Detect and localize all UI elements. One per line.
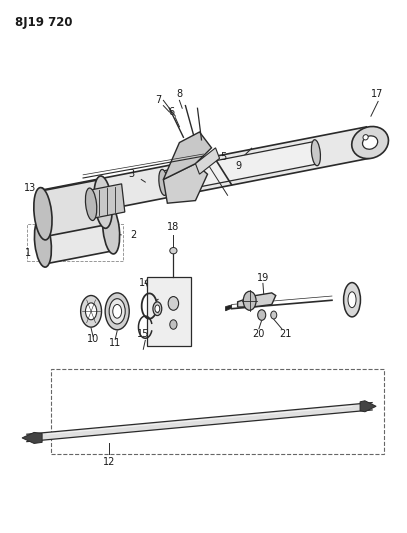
Text: 3: 3: [128, 169, 134, 179]
Text: 15: 15: [137, 329, 149, 339]
Polygon shape: [147, 277, 191, 345]
Polygon shape: [195, 148, 219, 174]
Ellipse shape: [103, 205, 120, 254]
Polygon shape: [162, 141, 317, 193]
Ellipse shape: [344, 282, 361, 317]
Polygon shape: [238, 293, 276, 307]
Ellipse shape: [37, 188, 49, 224]
Ellipse shape: [34, 188, 52, 240]
Ellipse shape: [271, 311, 277, 319]
Polygon shape: [163, 132, 212, 180]
Ellipse shape: [363, 136, 378, 149]
Text: 4: 4: [196, 140, 202, 150]
Text: 9: 9: [235, 161, 241, 171]
Polygon shape: [40, 180, 106, 237]
Text: 14: 14: [139, 278, 151, 288]
Ellipse shape: [311, 140, 320, 166]
Polygon shape: [163, 164, 208, 203]
Text: 13: 13: [24, 183, 36, 193]
Ellipse shape: [363, 135, 368, 140]
Ellipse shape: [109, 298, 125, 324]
Ellipse shape: [243, 292, 256, 310]
Ellipse shape: [170, 247, 177, 254]
Ellipse shape: [113, 304, 122, 318]
Ellipse shape: [85, 188, 97, 221]
Ellipse shape: [348, 292, 356, 308]
Text: 19: 19: [257, 273, 269, 283]
Ellipse shape: [159, 169, 168, 196]
Polygon shape: [41, 208, 114, 264]
Text: 18: 18: [167, 222, 179, 232]
Text: 20: 20: [252, 329, 264, 339]
Ellipse shape: [155, 305, 160, 312]
Polygon shape: [27, 402, 372, 442]
Text: 5: 5: [221, 152, 227, 162]
Ellipse shape: [258, 310, 266, 320]
Polygon shape: [41, 127, 370, 222]
Text: 12: 12: [103, 457, 115, 467]
Text: 8J19 720: 8J19 720: [15, 16, 72, 29]
Polygon shape: [360, 401, 376, 412]
Ellipse shape: [170, 320, 177, 329]
Text: 11: 11: [109, 338, 121, 348]
Text: 17: 17: [371, 89, 383, 99]
Ellipse shape: [85, 303, 97, 320]
Text: 7: 7: [155, 95, 161, 106]
Polygon shape: [22, 432, 42, 443]
Text: 8: 8: [176, 89, 182, 99]
Polygon shape: [225, 305, 232, 311]
Ellipse shape: [105, 293, 129, 330]
Text: 10: 10: [87, 334, 99, 344]
Text: 2: 2: [130, 230, 136, 240]
Polygon shape: [90, 184, 125, 219]
Ellipse shape: [94, 176, 112, 228]
Text: 16: 16: [161, 287, 173, 297]
Ellipse shape: [153, 302, 162, 316]
Ellipse shape: [35, 219, 51, 267]
Text: 1: 1: [24, 248, 31, 259]
Ellipse shape: [168, 296, 179, 310]
Ellipse shape: [352, 126, 388, 159]
Ellipse shape: [81, 295, 101, 327]
Text: 6: 6: [168, 107, 175, 117]
Text: 21: 21: [280, 329, 292, 339]
